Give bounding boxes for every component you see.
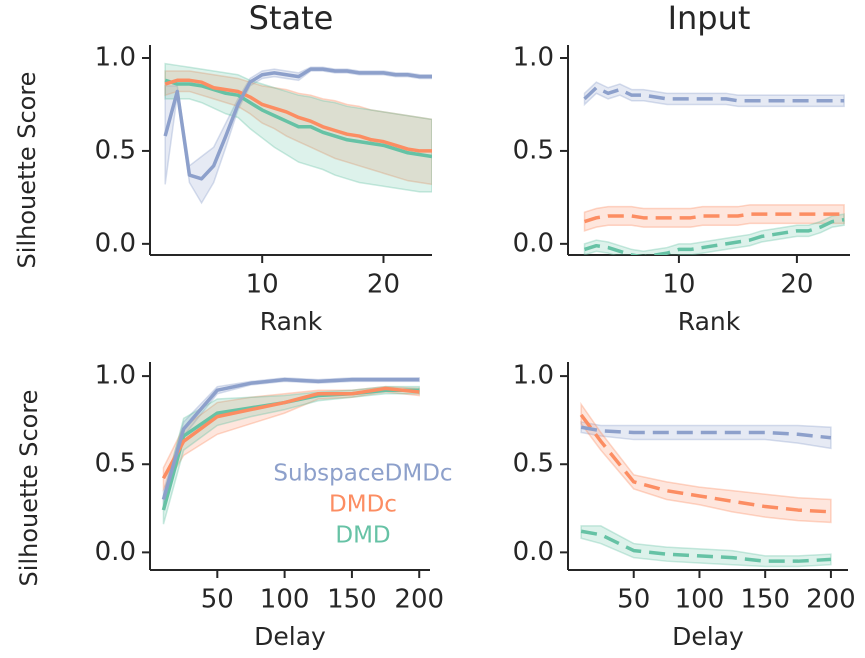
y-tick-label: 1.0 bbox=[95, 43, 136, 73]
x-tick-label: 100 bbox=[675, 585, 725, 615]
y-tick-label: 0.5 bbox=[95, 135, 136, 165]
confidence-band bbox=[162, 385, 420, 525]
panel-title: Input bbox=[668, 0, 751, 37]
x-axis-label: Delay bbox=[672, 622, 744, 651]
panel: Silhouette Score Delay 0.0 0.5 1.0 50 100 150 20… bbox=[15, 361, 453, 651]
series-line bbox=[580, 425, 832, 440]
plot-area bbox=[161, 377, 420, 525]
panel: State Silhouette Score Rank 0.0 0.5 1.0 10 20 bbox=[13, 0, 432, 336]
x-tick-label: 150 bbox=[740, 585, 790, 615]
plot-area bbox=[579, 401, 832, 568]
series-line bbox=[579, 413, 832, 514]
x-tick-label: 50 bbox=[201, 585, 234, 615]
legend-label: SubspaceDMDc bbox=[273, 461, 452, 487]
x-tick-label: 10 bbox=[246, 270, 279, 300]
y-tick-label: 1.0 bbox=[513, 361, 554, 391]
x-axis-label: Rank bbox=[260, 307, 323, 336]
series-line bbox=[163, 67, 432, 181]
y-tick-label: 1.0 bbox=[95, 361, 136, 391]
x-tick-label: 20 bbox=[367, 270, 400, 300]
series-line bbox=[580, 529, 832, 563]
confidence-band bbox=[580, 525, 832, 568]
x-tick-label: 50 bbox=[617, 585, 650, 615]
y-tick-label: 0.5 bbox=[513, 449, 554, 479]
series-line bbox=[583, 212, 845, 224]
legend-label: DMD bbox=[335, 523, 390, 549]
series-line bbox=[164, 78, 432, 159]
series-line bbox=[583, 85, 845, 103]
legend-label: DMDc bbox=[329, 492, 397, 518]
y-axis-label: Silhouette Score bbox=[15, 390, 43, 587]
y-tick-label: 0.5 bbox=[95, 449, 136, 479]
x-tick-label: 20 bbox=[780, 270, 813, 300]
panel-title: State bbox=[249, 0, 334, 37]
panel: Input Rank 0.0 0.5 1.0 10 20 bbox=[513, 0, 850, 336]
y-tick-label: 0.0 bbox=[95, 228, 136, 258]
x-axis-label: Rank bbox=[678, 307, 741, 336]
y-tick-label: 1.0 bbox=[513, 43, 554, 73]
y-tick-label: 0.5 bbox=[513, 135, 554, 165]
series-line bbox=[164, 78, 432, 153]
plot-area bbox=[583, 81, 845, 255]
confidence-band bbox=[583, 81, 845, 108]
x-tick-label: 150 bbox=[327, 585, 377, 615]
y-tick-label: 0.0 bbox=[95, 537, 136, 567]
panel: Delay 0.0 0.5 1.0 50 100 150 200 bbox=[513, 361, 856, 651]
x-tick-label: 200 bbox=[394, 585, 444, 615]
confidence-band bbox=[580, 421, 832, 450]
y-axis-label: Silhouette Score bbox=[13, 72, 41, 269]
series-line bbox=[161, 377, 420, 500]
confidence-band bbox=[162, 377, 420, 509]
x-axis-label: Delay bbox=[254, 622, 326, 651]
series-line bbox=[161, 386, 420, 480]
x-tick-label: 200 bbox=[806, 585, 856, 615]
series-line bbox=[583, 217, 845, 255]
confidence-band bbox=[583, 204, 845, 232]
x-tick-label: 10 bbox=[662, 270, 695, 300]
x-tick-label: 100 bbox=[260, 585, 310, 615]
plot-area bbox=[163, 62, 432, 205]
y-tick-label: 0.0 bbox=[513, 228, 554, 258]
y-tick-label: 0.0 bbox=[513, 537, 554, 567]
